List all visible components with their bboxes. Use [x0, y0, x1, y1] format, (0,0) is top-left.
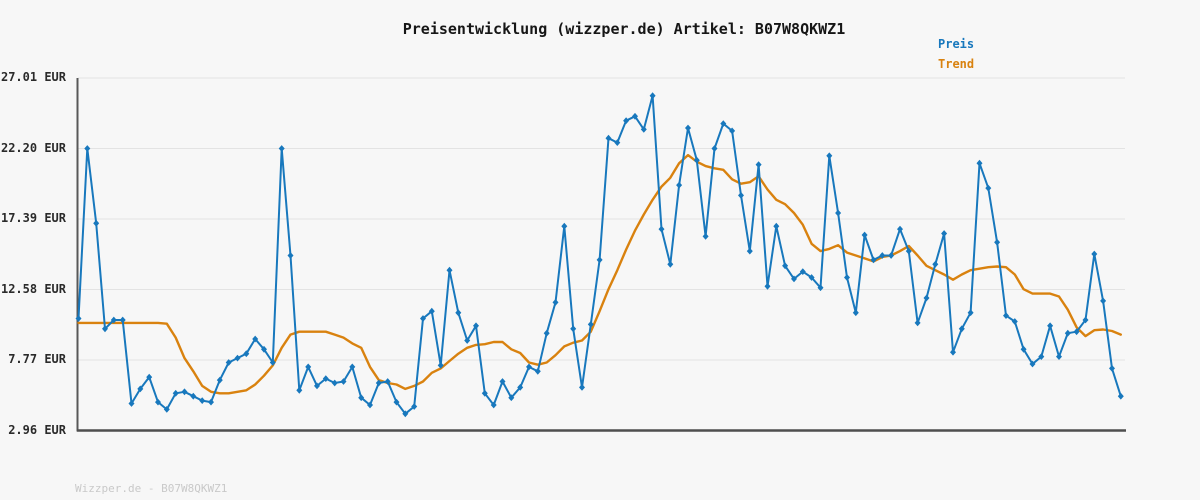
- y-axis-tick-label: 22.20 EUR: [0, 140, 66, 155]
- y-axis-tick-label: 27.01 EUR: [0, 70, 66, 84]
- trend-line: [77, 153, 1123, 395]
- watermark: Wizzper.de - B07W8QKWZ1: [75, 482, 228, 495]
- y-axis-tick-label: 12.58 EUR: [0, 281, 66, 296]
- y-axis-tick-label: 7.77 EUR: [8, 352, 66, 366]
- y-axis-tick-label: 2.96 EUR: [8, 422, 66, 437]
- chart-title: Preisentwicklung (wizzper.de) Artikel: B…: [402, 20, 846, 38]
- legend: Preis Trend: [938, 38, 974, 71]
- legend-item-trend: Trend: [938, 57, 975, 71]
- price-line: [77, 94, 1122, 415]
- y-axis-tick-label: 17.39 EUR: [0, 211, 66, 225]
- legend-item-preis: Preis: [938, 37, 975, 51]
